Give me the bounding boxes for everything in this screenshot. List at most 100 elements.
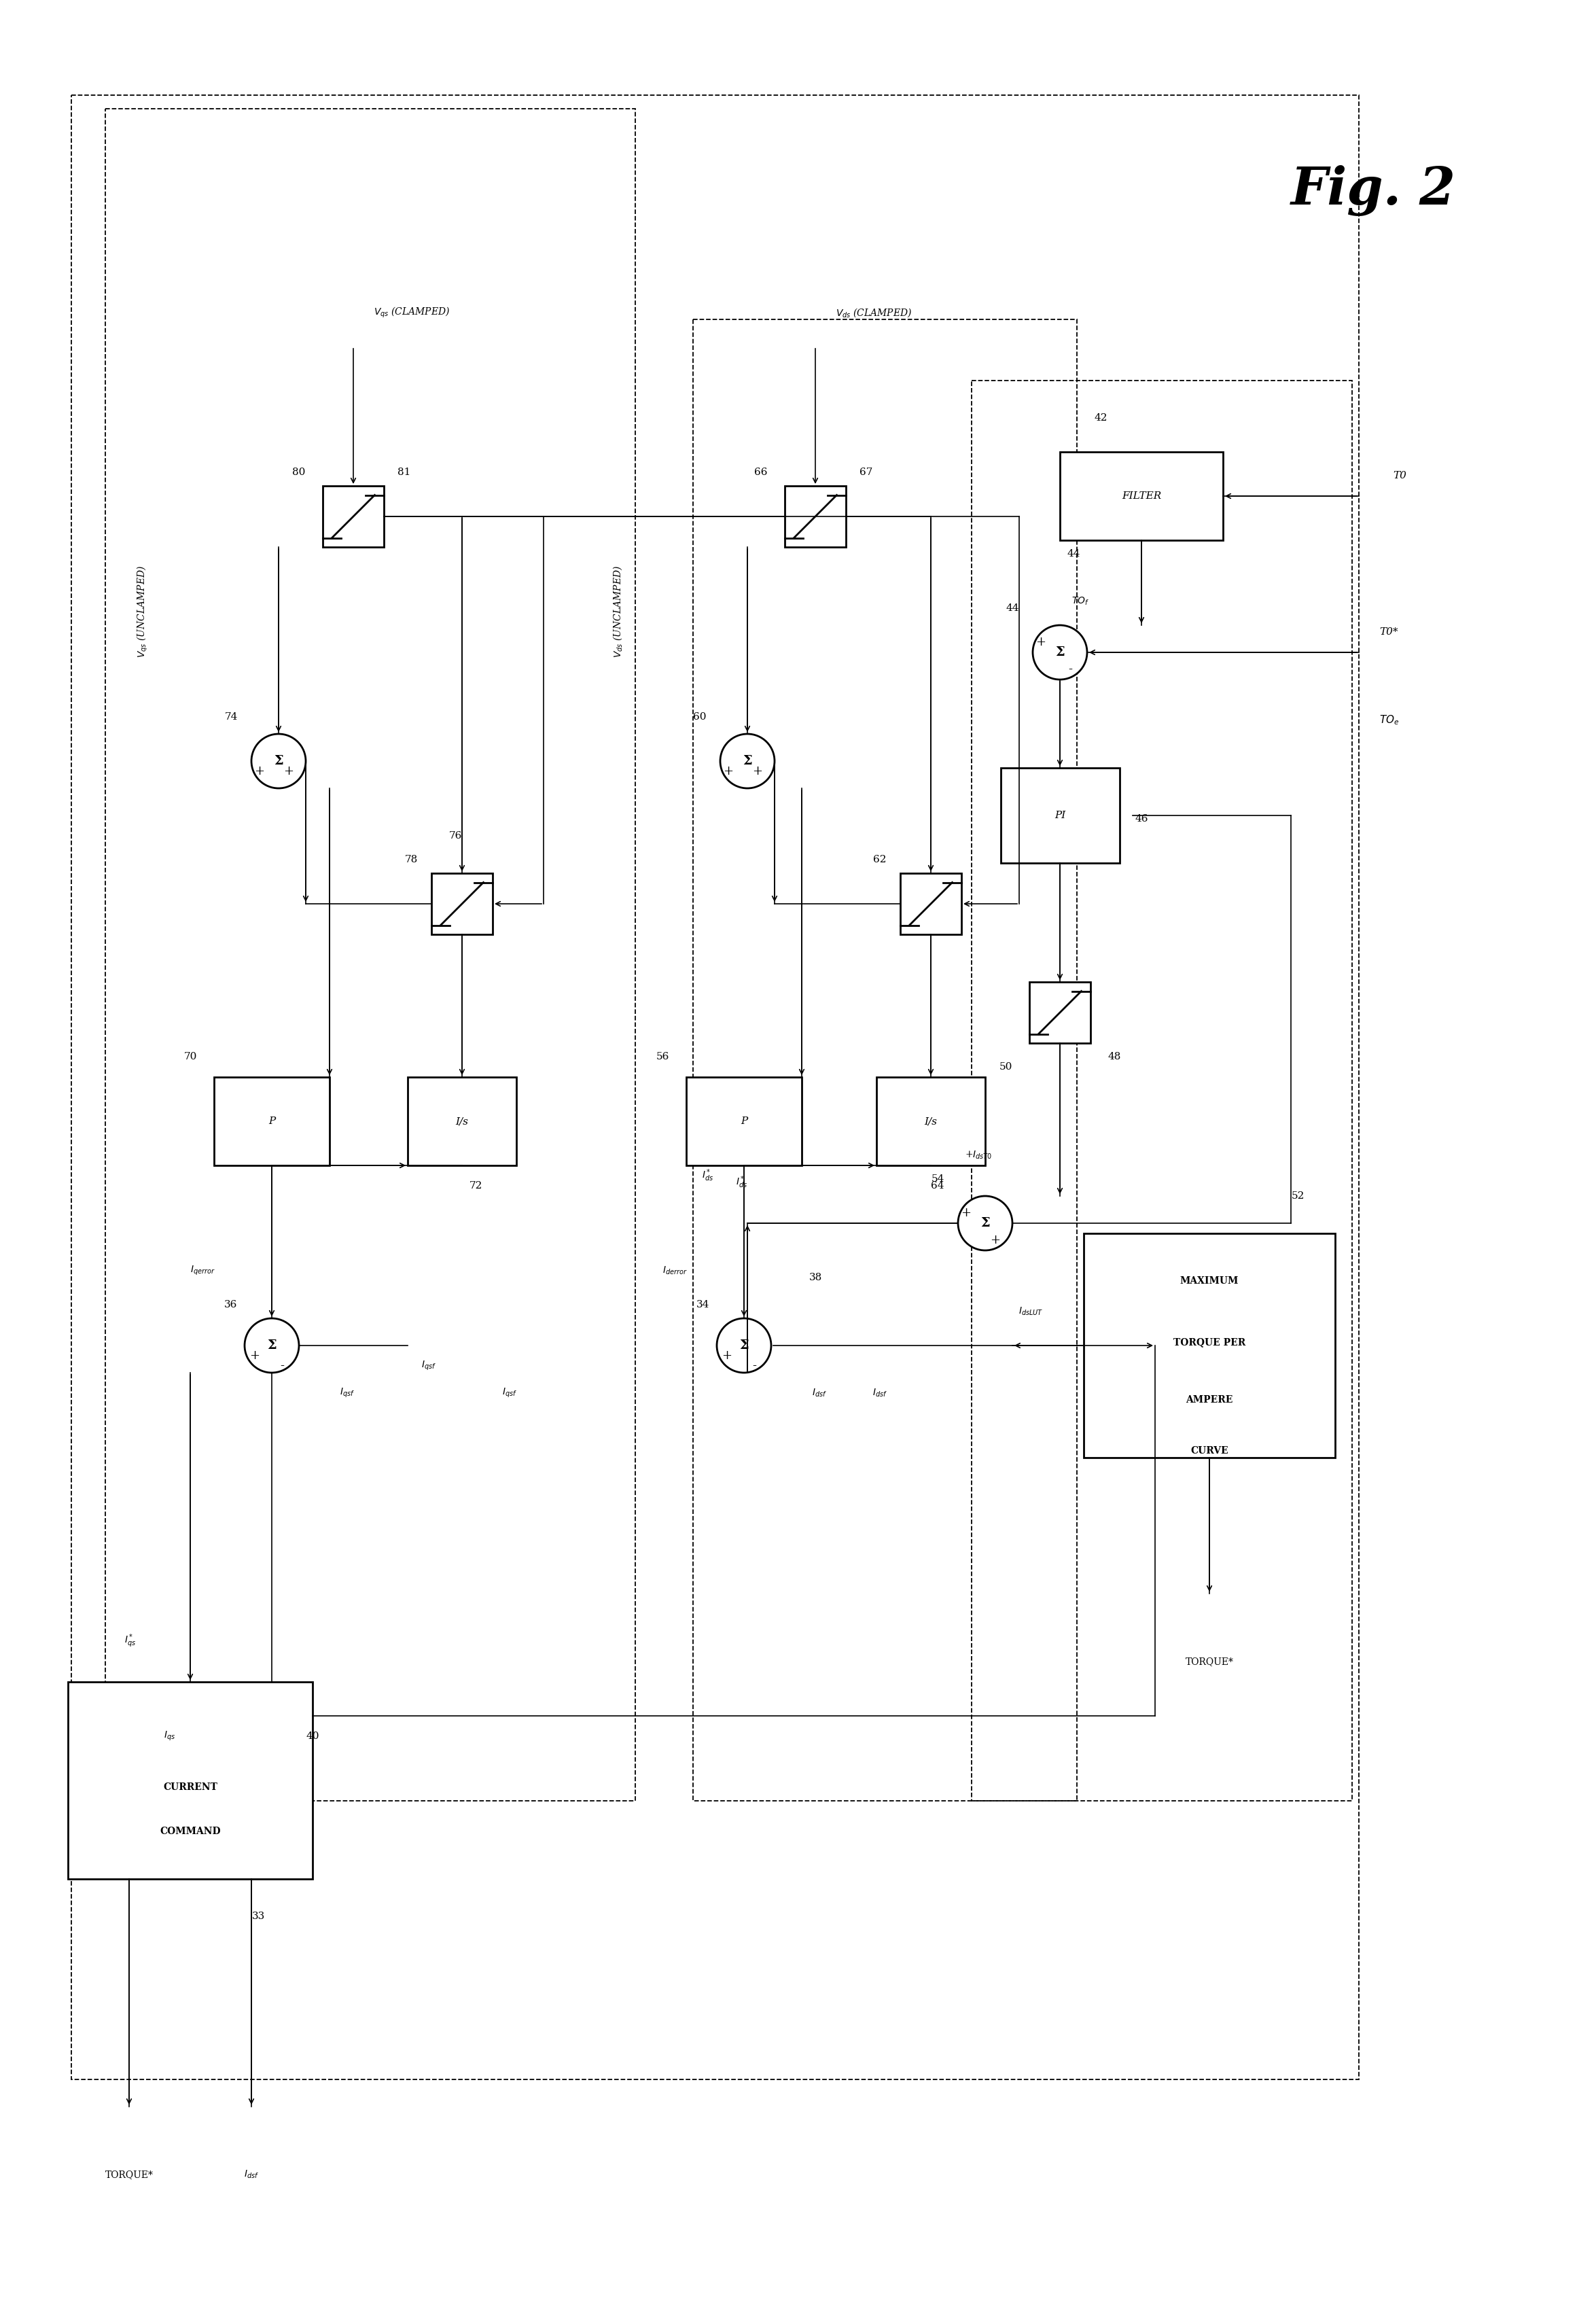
Text: 48: 48 (1108, 1052, 1120, 1062)
Text: FILTER: FILTER (1122, 491, 1162, 500)
Bar (1001, 767, 1119, 864)
Text: -: - (279, 1359, 284, 1373)
Bar (431, 873, 493, 935)
Text: 70: 70 (184, 1052, 196, 1062)
Text: $I_{dsf}$: $I_{dsf}$ (244, 2169, 259, 2181)
Text: MAXIMUM: MAXIMUM (1179, 1276, 1238, 1285)
Bar (214, 1078, 329, 1165)
Text: P: P (268, 1117, 275, 1126)
Text: $V_{ds}$ (CLAMPED): $V_{ds}$ (CLAMPED) (836, 306, 911, 318)
Text: 54: 54 (930, 1175, 945, 1184)
Text: TORQUE*: TORQUE* (1186, 1656, 1234, 1667)
Circle shape (1033, 624, 1087, 679)
Text: 66: 66 (755, 468, 768, 477)
Text: I/s: I/s (924, 1117, 937, 1126)
Bar (785, 486, 846, 548)
Text: 81: 81 (397, 468, 410, 477)
Text: +: + (721, 1350, 733, 1361)
Text: T0*: T0* (1379, 626, 1398, 636)
Text: 62: 62 (873, 854, 886, 864)
Text: +$I_{dsT0}$: +$I_{dsT0}$ (966, 1149, 993, 1161)
Bar (407, 1078, 517, 1165)
Text: $TO_e$: $TO_e$ (1379, 714, 1400, 728)
Text: $I_{qs}$: $I_{qs}$ (164, 1730, 176, 1743)
Text: $I_{dsf}$: $I_{dsf}$ (873, 1386, 887, 1398)
Text: 72: 72 (469, 1181, 482, 1191)
Text: 56: 56 (656, 1052, 669, 1062)
Bar (69, 1681, 313, 1879)
Bar (876, 1078, 985, 1165)
Bar (1060, 451, 1223, 541)
Text: Σ: Σ (275, 755, 282, 767)
Text: +: + (990, 1234, 1001, 1246)
Text: I/s: I/s (455, 1117, 469, 1126)
Bar (972, 380, 1352, 1801)
Text: AMPERE: AMPERE (1186, 1396, 1234, 1405)
Text: 40: 40 (306, 1732, 319, 1741)
Text: 44: 44 (1066, 548, 1080, 560)
Text: $I_{ds}^*$: $I_{ds}^*$ (702, 1168, 713, 1184)
Text: 50: 50 (999, 1062, 1012, 1071)
Text: T0: T0 (1393, 470, 1406, 481)
Text: COMMAND: COMMAND (160, 1826, 220, 1835)
Text: $I_{qsf}$: $I_{qsf}$ (421, 1359, 436, 1373)
Text: Σ: Σ (267, 1340, 276, 1352)
Text: 74: 74 (225, 712, 238, 721)
Text: -: - (1068, 663, 1073, 675)
Text: Fig. 2: Fig. 2 (1291, 166, 1456, 216)
Text: Σ: Σ (739, 1340, 749, 1352)
Bar (900, 873, 961, 935)
Text: Σ: Σ (1055, 647, 1065, 659)
Text: $I_{derror}$: $I_{derror}$ (662, 1264, 688, 1276)
Circle shape (958, 1195, 1012, 1251)
Text: Σ: Σ (980, 1216, 990, 1230)
Text: 44: 44 (1005, 603, 1018, 613)
Text: $V_{ds}$ (UNCLAMPED): $V_{ds}$ (UNCLAMPED) (611, 564, 624, 659)
Text: Σ: Σ (742, 755, 752, 767)
Text: 46: 46 (1135, 813, 1148, 824)
Text: CURRENT: CURRENT (163, 1783, 217, 1792)
Text: +: + (723, 765, 734, 778)
Text: $V_{qs}$ (CLAMPED): $V_{qs}$ (CLAMPED) (373, 306, 450, 320)
Bar (1029, 981, 1090, 1043)
Bar (1084, 1234, 1336, 1458)
Bar (72, 94, 1358, 2080)
Text: $I_{qs}^*$: $I_{qs}^*$ (124, 1633, 136, 1649)
Text: 52: 52 (1291, 1191, 1304, 1200)
Circle shape (720, 735, 774, 788)
Text: $V_{qs}$ (UNCLAMPED): $V_{qs}$ (UNCLAMPED) (136, 564, 150, 659)
Bar (322, 486, 385, 548)
Text: +: + (254, 765, 265, 778)
Text: 60: 60 (693, 712, 707, 721)
Bar (693, 320, 1077, 1801)
Text: $I_{dsLUT}$: $I_{dsLUT}$ (1018, 1306, 1042, 1317)
Text: $I_{qsf}$: $I_{qsf}$ (340, 1386, 354, 1400)
Text: 80: 80 (292, 468, 305, 477)
Text: 38: 38 (809, 1274, 822, 1283)
Text: 33: 33 (252, 1911, 265, 1921)
Text: 76: 76 (448, 831, 461, 841)
Text: +: + (284, 765, 294, 778)
Text: $I_{dsf}$: $I_{dsf}$ (812, 1386, 827, 1398)
Text: 42: 42 (1095, 412, 1108, 424)
Text: $I_{ds}^*$: $I_{ds}^*$ (736, 1175, 747, 1191)
Text: CURVE: CURVE (1191, 1446, 1229, 1455)
Text: +: + (1036, 636, 1045, 647)
Text: 64: 64 (930, 1181, 945, 1191)
Text: TORQUE PER: TORQUE PER (1173, 1338, 1245, 1347)
Text: TORQUE*: TORQUE* (105, 2169, 153, 2179)
Text: +: + (752, 765, 763, 778)
Text: 36: 36 (225, 1299, 238, 1310)
Bar (686, 1078, 801, 1165)
Bar (105, 108, 635, 1801)
Text: $TO_f$: $TO_f$ (1071, 596, 1088, 608)
Text: 78: 78 (404, 854, 418, 864)
Text: +: + (961, 1207, 972, 1218)
Circle shape (244, 1317, 298, 1373)
Text: 34: 34 (696, 1299, 710, 1310)
Text: $I_{qsf}$: $I_{qsf}$ (503, 1386, 517, 1400)
Text: $I_{qerror}$: $I_{qerror}$ (190, 1264, 215, 1276)
Text: 67: 67 (860, 468, 873, 477)
Text: +: + (249, 1350, 260, 1361)
Text: -: - (752, 1359, 757, 1373)
